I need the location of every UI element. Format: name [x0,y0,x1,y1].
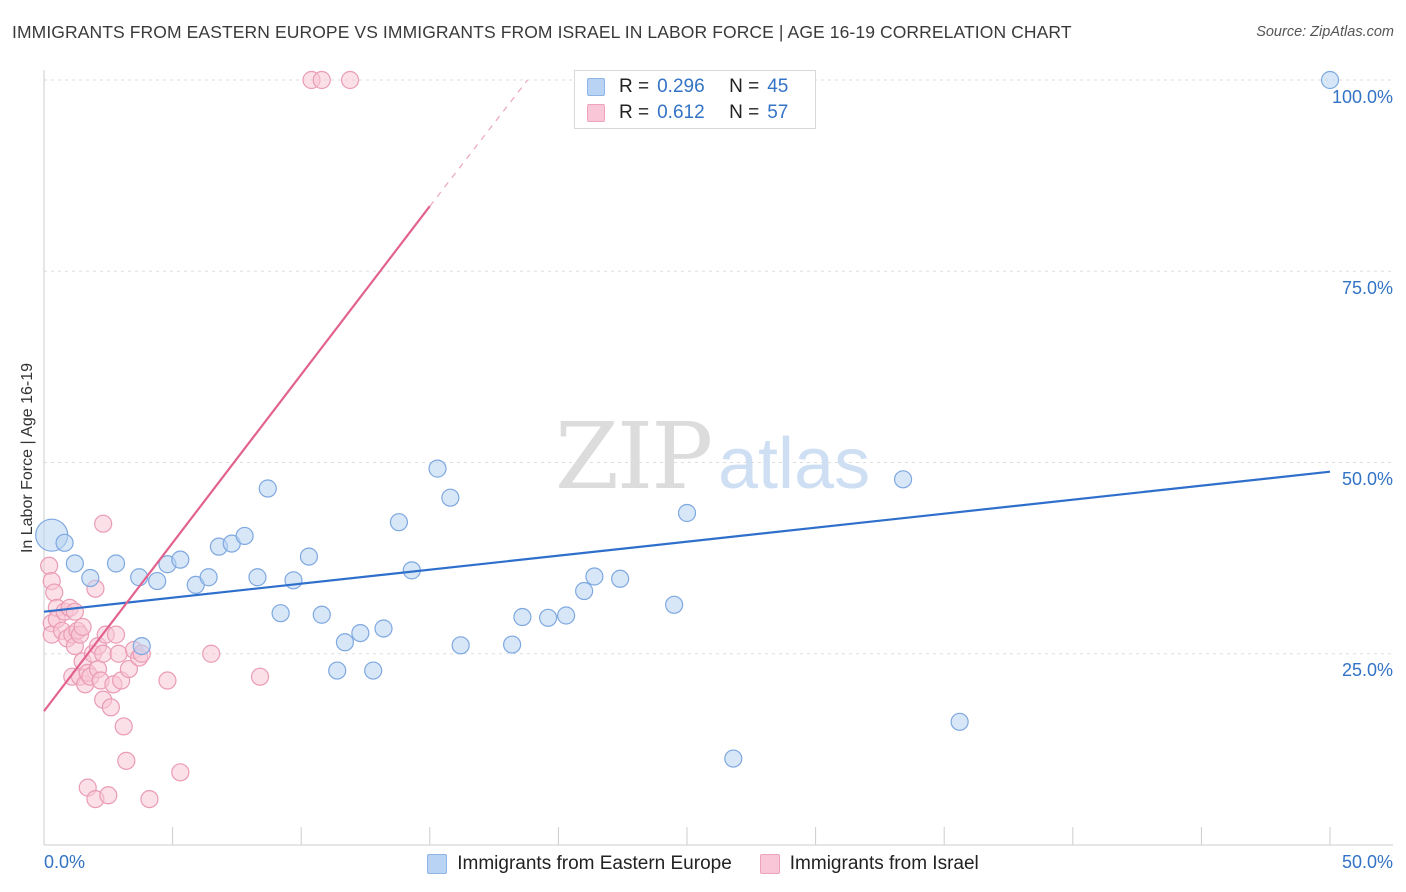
pink-swatch [587,104,605,122]
israel-trendline-extension [429,79,529,207]
israel-point [158,671,177,690]
eastern-europe-point [106,554,126,573]
pink-swatch [759,854,780,874]
eastern-europe-trendline [43,470,1331,613]
eastern-europe-point [328,661,347,680]
eastern-europe-point [148,571,167,591]
eastern-europe-point [81,568,100,588]
legend-item-eastern-europe[interactable]: Immigrants from Eastern Europe [427,853,732,875]
n-label: N = [729,76,760,97]
israel-point [340,70,360,90]
eastern-europe-point [171,550,190,569]
israel-point [99,786,118,805]
eastern-europe-point [1320,70,1340,90]
israel-point [312,70,331,90]
eastern-europe-point [351,623,370,643]
eastern-europe-point [132,636,151,656]
israel-point [40,556,59,575]
x-tick-label-min: 0.0% [44,852,86,872]
chart-title: IMMIGRANTS FROM EASTERN EUROPE VS IMMIGR… [12,22,1072,42]
r-label: R = [619,102,650,123]
y-tick-label: 100.0% [1331,87,1393,107]
axes [43,70,1393,846]
y-axis-label: In Labor Force | Age 16-19 [19,362,36,554]
eastern-europe-point [271,604,290,623]
eastern-europe-point [199,568,218,587]
israel-points [40,70,360,809]
eastern-europe-point [503,635,522,654]
correlation-legend: R = 0.296 N = 45 R = 0.612 N = 57 [574,70,816,129]
eastern-europe-point [428,459,447,478]
grid [44,79,1393,655]
eastern-europe-point [235,526,254,546]
watermark-atlas: atlas [718,424,870,504]
y-tick-label: 75.0% [1341,278,1393,298]
israel-point [73,617,92,637]
eastern-europe-point [55,533,74,552]
eastern-europe-point [335,633,355,652]
x-tick-label-max: 50.0% [1341,852,1393,872]
eastern-europe-point [299,547,319,566]
israel-point [171,763,190,782]
blue-swatch [427,854,448,874]
eastern-europe-point [950,712,969,731]
israel-point [109,644,128,663]
israel-point [117,751,136,770]
israel-point [101,698,120,717]
eastern-europe-point [611,569,630,588]
eastern-europe-point [557,606,576,625]
eastern-europe-point [724,749,743,768]
trend-lines [43,79,1331,712]
n-value: 45 [767,76,789,97]
eastern-europe-point [893,470,913,489]
israel-point [119,659,138,679]
legend-label: Immigrants from Israel [789,853,979,874]
eastern-europe-point [364,661,383,680]
israel-point [94,514,113,533]
eastern-europe-point [389,513,409,532]
eastern-europe-point [539,608,558,627]
eastern-europe-point [374,619,393,638]
legend-row-eastern-europe: R = 0.296 N = 45 [587,76,788,98]
r-label: R = [619,76,650,97]
eastern-europe-point [248,568,267,587]
y-tick-label: 50.0% [1341,469,1393,489]
r-value: 0.296 [657,76,705,97]
n-value: 57 [767,102,789,123]
israel-point [114,717,133,736]
israel-point [202,644,221,663]
eastern-europe-point [441,488,460,507]
source-label: Source: ZipAtlas.com [1256,24,1394,40]
israel-point [94,644,113,663]
y-tick-label: 25.0% [1341,660,1393,680]
n-label: N = [729,102,760,123]
israel-point [250,667,270,686]
israel-point [106,625,126,644]
israel-point [140,789,159,809]
eastern-europe-point [65,554,84,573]
series-legend: Immigrants from Eastern Europe Immigrant… [0,852,1406,876]
blue-swatch [587,78,605,96]
eastern-europe-point [312,605,331,624]
israel-point [65,602,84,621]
eastern-europe-point [451,636,470,655]
watermark-zip: ZIP [555,403,711,510]
eastern-europe-point [665,595,684,614]
r-value: 0.612 [657,102,705,123]
eastern-europe-point [513,607,532,627]
israel-trendline [43,205,431,712]
legend-row-israel: R = 0.612 N = 57 [587,102,788,124]
eastern-europe-point [585,567,604,586]
eastern-europe-point [258,479,277,498]
legend-label: Immigrants from Eastern Europe [457,853,732,874]
israel-point [45,583,64,602]
legend-item-israel[interactable]: Immigrants from Israel [759,853,979,875]
eastern-europe-point [677,503,697,523]
eastern-europe-point [575,581,594,601]
